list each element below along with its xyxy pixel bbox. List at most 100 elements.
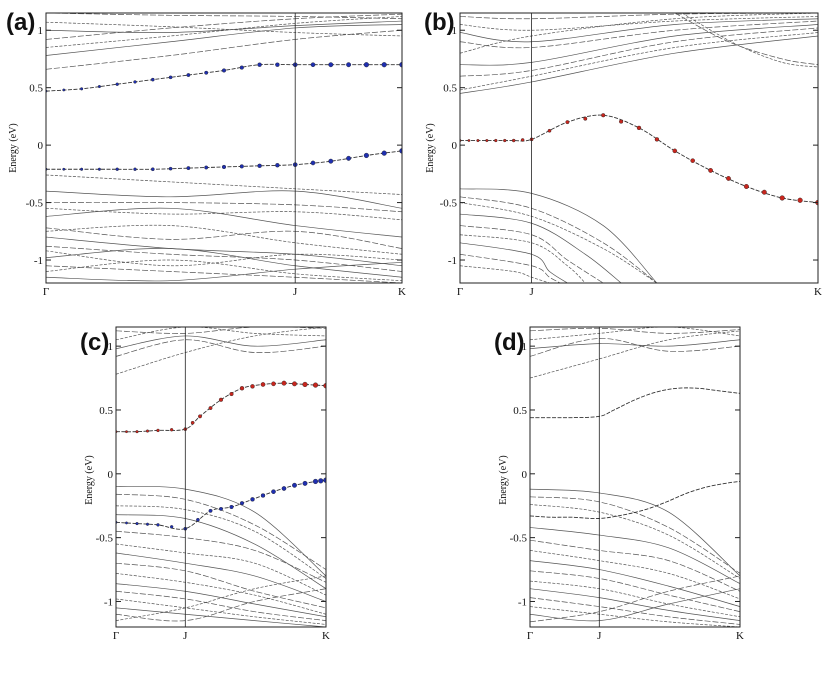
panel-b-label: (b) [424, 9, 455, 36]
band-marker [310, 62, 316, 68]
panel-d-bands [530, 327, 740, 627]
band-marker [239, 164, 244, 169]
band-marker [221, 68, 227, 73]
band-line [460, 265, 550, 283]
band-line [46, 265, 402, 283]
kpoint-label: K [736, 630, 744, 642]
kpoint-label: K [322, 630, 330, 642]
band-marker [133, 80, 137, 84]
band-line [116, 573, 326, 615]
panel-c-bands [116, 327, 326, 627]
band-marker [292, 482, 297, 488]
band-line [46, 24, 402, 56]
band-line [460, 196, 658, 283]
band-marker [323, 477, 326, 483]
band-marker [271, 489, 276, 494]
band-marker [239, 386, 245, 391]
band-line [530, 597, 740, 625]
band-line [460, 13, 818, 20]
band-marker [260, 382, 266, 387]
y-tick-label: 0 [38, 140, 44, 152]
band-marker [62, 167, 66, 171]
y-tick-label: -1 [518, 596, 527, 608]
y-tick-label: 1 [452, 25, 458, 37]
band-marker [257, 62, 262, 67]
band-marker [476, 139, 480, 143]
band-marker [218, 397, 224, 402]
band-marker [221, 164, 227, 170]
kpoint-label: Γ [457, 286, 463, 298]
band-marker [726, 176, 731, 181]
band-line [530, 527, 740, 584]
band-marker [125, 430, 128, 434]
band-marker [690, 158, 695, 163]
band-marker [520, 138, 525, 142]
y-tick-label: 1 [38, 25, 44, 37]
y-tick-label: -0.5 [440, 198, 458, 210]
band-marker [328, 62, 334, 68]
band-line [46, 16, 402, 48]
kpoint-label: Γ [113, 630, 119, 642]
band-line [460, 13, 818, 54]
band-marker [547, 128, 552, 133]
kpoint-label: Γ [43, 286, 49, 298]
band-marker [204, 70, 209, 75]
kpoint-label: Γ [527, 630, 533, 642]
band-marker [511, 138, 516, 143]
band-marker [80, 167, 84, 171]
band-marker [115, 82, 119, 86]
panel-a-frame [45, 12, 403, 284]
y-tick-label: -1 [104, 596, 113, 608]
band-line [116, 339, 326, 357]
band-marker [275, 163, 280, 168]
band-line [530, 496, 740, 574]
band-line [46, 248, 402, 278]
band-marker [239, 65, 244, 70]
band-line [530, 588, 740, 622]
band-marker [318, 478, 324, 484]
band-line [530, 339, 740, 350]
band-line [530, 488, 740, 577]
band-marker [62, 88, 66, 92]
band-line [116, 493, 326, 570]
band-marker [198, 414, 202, 419]
band-line [460, 202, 658, 283]
band-marker [312, 478, 319, 485]
band-line [116, 588, 326, 622]
band-line [530, 606, 740, 627]
y-tick-label: -0.5 [96, 533, 114, 545]
band-marker [250, 384, 255, 389]
band-marker [156, 523, 160, 527]
band-marker [169, 428, 174, 432]
band-line [530, 330, 740, 379]
panel-b-bands [460, 13, 818, 283]
band-marker [260, 493, 266, 498]
y-tick-label: 0.5 [513, 405, 527, 417]
panel-c: (c) Energy (eV) -1 -0.5 0 0.5 1 Γ J K [80, 326, 330, 642]
defect-band-line [116, 382, 326, 433]
band-line [46, 174, 402, 195]
band-marker [196, 517, 200, 522]
band-marker [275, 62, 280, 67]
band-line [530, 504, 740, 579]
band-marker [186, 73, 191, 77]
band-marker [708, 168, 713, 173]
band-line [116, 530, 326, 583]
panel-d-label: (d) [494, 329, 525, 356]
band-line [46, 202, 402, 213]
band-line [460, 24, 818, 66]
band-marker [399, 62, 402, 68]
band-marker [779, 195, 785, 201]
band-line [530, 575, 740, 623]
band-marker [229, 504, 234, 510]
kpoint-label: K [398, 286, 406, 298]
band-marker [565, 120, 570, 125]
band-line [46, 259, 402, 282]
band-line [46, 13, 402, 40]
kpoint-label: K [814, 286, 822, 298]
band-marker [145, 429, 150, 433]
band-line [530, 570, 740, 613]
band-marker [135, 430, 139, 434]
band-marker [619, 119, 624, 124]
